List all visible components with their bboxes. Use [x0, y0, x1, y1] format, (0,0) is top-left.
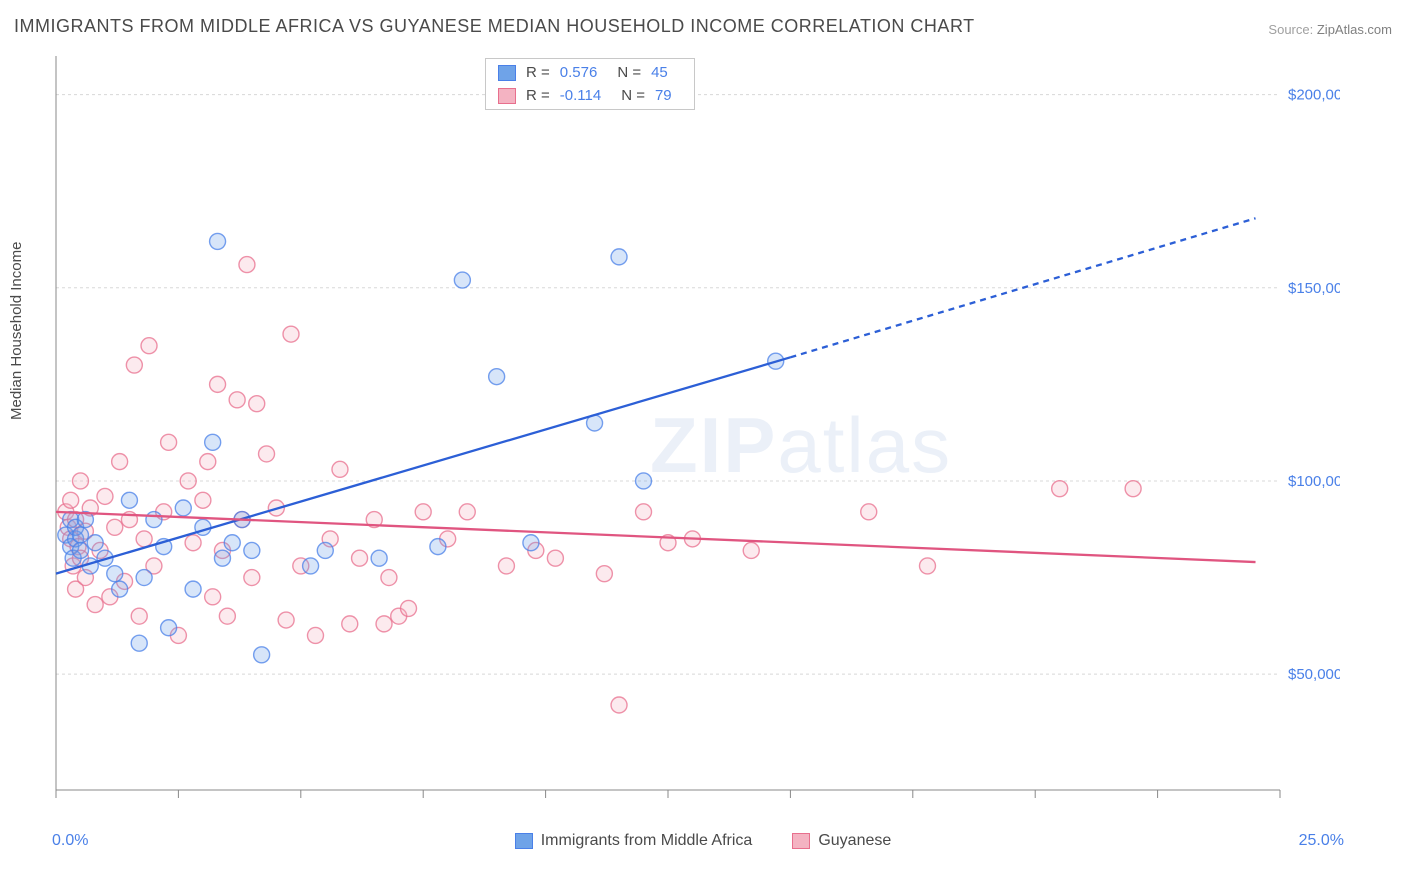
- n-label: N =: [617, 64, 641, 81]
- y-axis-label: Median Household Income: [8, 242, 25, 420]
- svg-text:$200,000: $200,000: [1288, 87, 1340, 104]
- r-label: R =: [526, 64, 550, 81]
- info-row-series-1: R = 0.576 N = 45: [486, 61, 694, 84]
- legend-swatch-series-1: [515, 833, 533, 849]
- source-label: Source:: [1268, 22, 1313, 37]
- info-row-series-2: R = -0.114 N = 79: [486, 84, 694, 107]
- svg-text:$50,000: $50,000: [1288, 666, 1340, 683]
- n-label: N =: [621, 87, 645, 104]
- svg-text:$100,000: $100,000: [1288, 473, 1340, 490]
- source-value: ZipAtlas.com: [1317, 22, 1392, 37]
- r-value-series-1: 0.576: [560, 64, 598, 81]
- r-value-series-2: -0.114: [560, 87, 601, 104]
- chart-title: IMMIGRANTS FROM MIDDLE AFRICA VS GUYANES…: [14, 16, 975, 37]
- swatch-series-1: [498, 65, 516, 81]
- bottom-legend: Immigrants from Middle Africa Guyanese: [0, 832, 1406, 850]
- swatch-series-2: [498, 88, 516, 104]
- scatter-plot: $50,000 $100,000 $150,000 $200,000: [50, 50, 1340, 810]
- legend-label-series-2: Guyanese: [818, 832, 891, 850]
- correlation-info-box: R = 0.576 N = 45 R = -0.114 N = 79: [485, 58, 695, 110]
- legend-item-series-1: Immigrants from Middle Africa: [515, 832, 753, 850]
- legend-swatch-series-2: [792, 833, 810, 849]
- svg-text:$150,000: $150,000: [1288, 280, 1340, 297]
- n-value-series-1: 45: [651, 64, 668, 81]
- r-label: R =: [526, 87, 550, 104]
- source-attribution: Source: ZipAtlas.com: [1268, 22, 1392, 37]
- legend-label-series-1: Immigrants from Middle Africa: [541, 832, 753, 850]
- n-value-series-2: 79: [655, 87, 672, 104]
- legend-item-series-2: Guyanese: [792, 832, 891, 850]
